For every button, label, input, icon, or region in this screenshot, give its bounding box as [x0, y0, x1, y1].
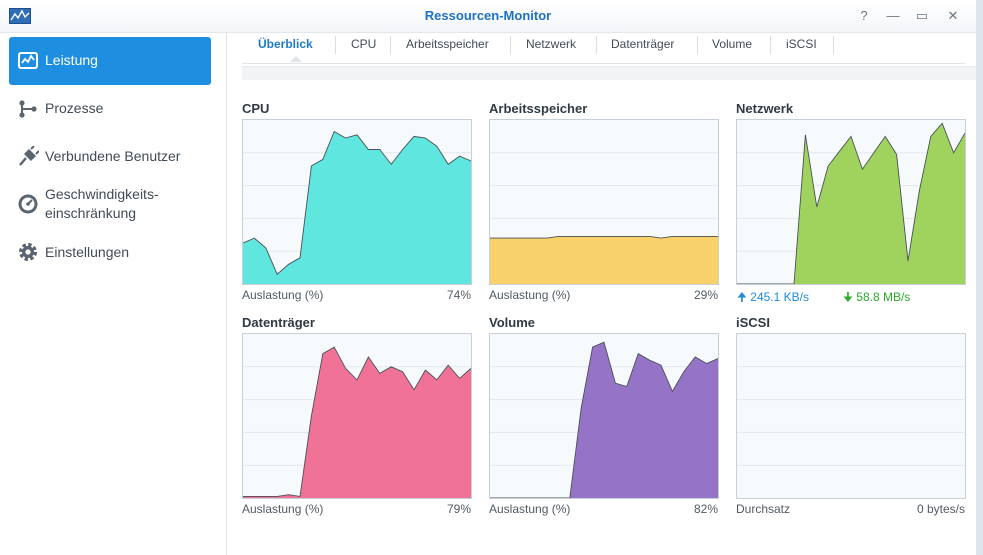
series-area — [737, 123, 965, 284]
window-title: Ressourcen-Monitor — [424, 8, 552, 23]
iscsi-metric-label: Durchsatz — [736, 502, 791, 516]
cpu-metric-label: Auslastung (%) — [242, 288, 324, 302]
active-tab-indicator — [290, 56, 302, 62]
tab-bar: Überblick CPU Arbeitsspeicher Netzwerk D… — [242, 33, 965, 64]
series-line — [243, 346, 471, 497]
sidebar-item-label-line1: Geschwindigkeits- — [45, 186, 159, 202]
tab-arbeitsspeicher[interactable]: Arbeitsspeicher — [406, 37, 489, 51]
sidebar-item-label: Prozesse — [45, 100, 104, 116]
tab-separator — [770, 36, 771, 54]
volume-metric-value: 82% — [693, 502, 718, 516]
series-area — [243, 131, 471, 284]
series-line — [490, 341, 718, 498]
network-download: 🠋 58.8 MB/s — [843, 288, 910, 309]
minimize-button[interactable]: — — [886, 8, 900, 23]
cpu-chart-svg — [243, 130, 471, 284]
speed-limit-icon — [18, 194, 38, 214]
tab-ueberblick[interactable]: Überblick — [258, 37, 313, 51]
tab-netzwerk[interactable]: Netzwerk — [526, 37, 577, 51]
cpu-panel-title: CPU — [242, 101, 270, 116]
network-upload-value: 245.1 KB/s — [750, 290, 809, 304]
maximize-button[interactable]: ▭ — [915, 8, 929, 23]
iscsi-chart-svg — [737, 366, 965, 466]
series-area — [490, 236, 718, 284]
disk-metric-value: 79% — [446, 502, 471, 516]
tab-volume[interactable]: Volume — [712, 37, 753, 51]
volume-chart-svg — [490, 341, 718, 498]
content-separator — [242, 66, 983, 80]
title-bar: Ressourcen-Monitor ? — ▭ ✕ — [0, 0, 976, 33]
tab-separator — [335, 36, 336, 54]
memory-chart — [489, 119, 719, 285]
cpu-chart — [242, 119, 472, 285]
cpu-metric-value: 74% — [446, 288, 471, 302]
plug-icon — [19, 146, 39, 166]
app-icon — [9, 8, 31, 24]
disk-chart-svg — [243, 346, 471, 498]
arrow-down-icon: 🠋 — [843, 290, 853, 304]
series-area — [490, 342, 718, 498]
network-chart — [736, 119, 966, 285]
sidebar-item-leistung[interactable]: Leistung — [9, 37, 211, 85]
sidebar-item-prozesse[interactable]: Prozesse — [9, 85, 211, 131]
tab-datentraeger[interactable]: Datenträger — [611, 37, 675, 51]
sidebar-item-einstellungen[interactable]: Einstellungen — [9, 229, 211, 275]
memory-chart-svg — [490, 152, 718, 284]
tab-separator — [596, 36, 597, 54]
sidebar-item-label: Verbundene Benutzer — [45, 148, 181, 164]
sidebar-item-verbundene-benutzer[interactable]: Verbundene Benutzer — [9, 133, 211, 179]
sidebar: Leistung Prozesse Verbundene Benutzer — [0, 33, 227, 555]
disk-metric-label: Auslastung (%) — [242, 502, 324, 516]
gear-icon — [19, 243, 37, 261]
iscsi-chart — [736, 333, 966, 499]
disk-chart — [242, 333, 472, 499]
series-line — [243, 130, 471, 275]
volume-panel-title: Volume — [489, 315, 535, 330]
memory-metric-label: Auslastung (%) — [489, 288, 571, 302]
memory-metric-value: 29% — [693, 288, 718, 302]
tab-separator — [697, 36, 698, 54]
help-button[interactable]: ? — [860, 8, 868, 23]
series-line — [490, 235, 718, 239]
iscsi-metric-value: 0 bytes/s — [916, 502, 965, 516]
close-button[interactable]: ✕ — [947, 8, 959, 23]
arrow-up-icon: 🠉 — [737, 290, 747, 304]
sidebar-item-label: Leistung — [45, 52, 98, 68]
network-panel-title: Netzwerk — [736, 101, 794, 116]
network-download-value: 58.8 MB/s — [856, 290, 911, 304]
sidebar-item-label: Einstellungen — [45, 244, 130, 260]
process-icon — [19, 100, 37, 118]
volume-chart — [489, 333, 719, 499]
sidebar-item-geschwindigkeitseinschraenkung[interactable]: Geschwindigkeits- einschränkung — [9, 181, 211, 229]
sidebar-item-label-line2: einschränkung — [45, 205, 137, 221]
tab-iscsi[interactable]: iSCSI — [786, 37, 817, 51]
series-line — [737, 122, 965, 284]
iscsi-panel-title: iSCSI — [736, 315, 770, 330]
performance-icon — [18, 52, 38, 69]
tab-separator — [510, 36, 511, 54]
series-area — [243, 347, 471, 498]
network-chart-svg — [737, 122, 965, 284]
network-upload: 🠉 245.1 KB/s — [737, 288, 809, 309]
tab-cpu[interactable]: CPU — [351, 37, 377, 51]
tab-separator — [390, 36, 391, 54]
memory-panel-title: Arbeitsspeicher — [489, 101, 588, 116]
volume-metric-label: Auslastung (%) — [489, 502, 571, 516]
disk-panel-title: Datenträger — [242, 315, 315, 330]
background-window-edge — [976, 0, 983, 555]
tab-separator — [833, 36, 834, 54]
